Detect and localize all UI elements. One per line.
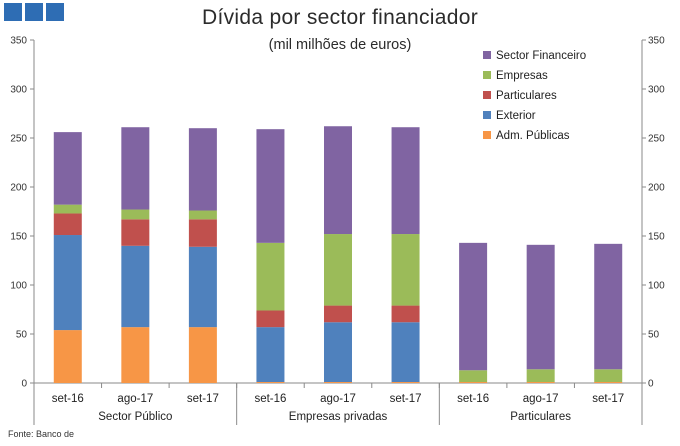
bar-segment-sector-financeiro — [594, 243, 623, 370]
x-tick-label: set-16 — [254, 393, 286, 405]
bar-segment-adm-p-blicas — [188, 327, 217, 383]
bar-segment-empresas — [391, 234, 420, 306]
bar-segment-particulares — [391, 305, 420, 323]
legend-label: Particulares — [496, 90, 557, 102]
legend-swatch — [483, 71, 491, 79]
y-tick-label-left: 200 — [10, 183, 27, 194]
legend-swatch — [483, 131, 491, 139]
x-tick-label: ago-17 — [523, 393, 559, 405]
bar-segment-sector-financeiro — [526, 244, 555, 370]
y-tick-label-right: 300 — [648, 85, 665, 96]
bar-segment-empresas — [459, 370, 488, 383]
x-tick-label: set-17 — [187, 393, 219, 405]
x-tick-label: set-17 — [592, 393, 624, 405]
bar-segment-empresas — [526, 369, 555, 383]
x-tick-label: set-16 — [52, 393, 84, 405]
bar-segment-exterior — [53, 235, 82, 331]
bar-segment-empresas — [256, 242, 285, 311]
x-tick-label: set-16 — [457, 393, 489, 405]
bar-segment-empresas — [188, 210, 217, 220]
legend-swatch — [483, 91, 491, 99]
y-tick-label-left: 300 — [10, 85, 27, 96]
bar-segment-sector-financeiro — [188, 128, 217, 211]
chart-subtitle: (mil milhões de euros) — [268, 37, 412, 53]
y-tick-label-right: 150 — [648, 232, 665, 243]
y-tick-label-right: 100 — [648, 281, 665, 292]
bar-segment-adm-p-blicas — [121, 327, 150, 383]
bar-segment-exterior — [391, 322, 420, 383]
bar-segment-adm-p-blicas — [256, 382, 285, 383]
bar-segment-empresas — [594, 369, 623, 383]
y-tick-label-right: 200 — [648, 183, 665, 194]
bar-segment-particulares — [188, 219, 217, 247]
bar-segment-exterior — [256, 327, 285, 383]
bar-segment-exterior — [324, 322, 352, 383]
y-tick-label-left: 50 — [16, 330, 28, 341]
bar-segment-empresas — [324, 234, 352, 306]
bar-segment-adm-p-blicas — [324, 382, 352, 383]
bar-segment-empresas — [53, 204, 82, 214]
bar-segment-sector-financeiro — [256, 129, 285, 243]
legend-swatch — [483, 51, 491, 59]
group-label: Sector Público — [98, 411, 172, 423]
x-tick-label: ago-17 — [117, 393, 153, 405]
bar-segment-particulares — [256, 310, 285, 328]
bar-segment-particulares — [53, 213, 82, 236]
bar-segment-adm-p-blicas — [526, 382, 555, 383]
group-label: Empresas privadas — [289, 411, 388, 423]
bar-segment-sector-financeiro — [459, 242, 488, 371]
x-tick-label: set-17 — [390, 393, 422, 405]
bar-segment-sector-financeiro — [391, 127, 420, 235]
bar-segment-sector-financeiro — [121, 127, 150, 210]
bar-segment-adm-p-blicas — [391, 382, 420, 383]
group-label: Particulares — [510, 411, 571, 423]
logo-block — [46, 3, 64, 21]
source-note: Fonte: Banco de — [8, 429, 75, 439]
x-tick-label: ago-17 — [320, 393, 356, 405]
bar-segment-adm-p-blicas — [594, 382, 623, 383]
y-tick-label-left: 250 — [10, 134, 27, 145]
bar-segment-empresas — [121, 209, 150, 220]
y-tick-label-left: 150 — [10, 232, 27, 243]
y-tick-label-right: 50 — [648, 330, 660, 341]
logo-block — [25, 3, 43, 21]
bar-segment-exterior — [188, 246, 217, 328]
y-tick-label-right: 0 — [648, 379, 654, 390]
bar-segment-particulares — [324, 305, 352, 323]
y-tick-label-left: 100 — [10, 281, 27, 292]
bank-logo-icon — [4, 3, 64, 21]
bar-segment-exterior — [121, 245, 150, 328]
bar-segment-adm-p-blicas — [53, 330, 82, 383]
bar-segment-sector-financeiro — [53, 132, 82, 205]
logo-block — [4, 3, 22, 21]
bar-segment-particulares — [121, 219, 150, 246]
legend-label: Sector Financeiro — [496, 50, 586, 62]
legend-label: Empresas — [496, 70, 548, 82]
y-tick-label-right: 350 — [648, 36, 665, 47]
y-tick-label-right: 250 — [648, 134, 665, 145]
y-tick-label-left: 0 — [21, 379, 27, 390]
legend-swatch — [483, 111, 491, 119]
y-tick-label-left: 350 — [10, 36, 27, 47]
legend-label: Exterior — [496, 110, 536, 122]
chart-title: Dívida por sector financiador — [202, 6, 478, 29]
bar-segment-sector-financeiro — [324, 126, 352, 235]
legend-label: Adm. Públicas — [496, 130, 570, 142]
bar-segment-adm-p-blicas — [459, 382, 488, 383]
